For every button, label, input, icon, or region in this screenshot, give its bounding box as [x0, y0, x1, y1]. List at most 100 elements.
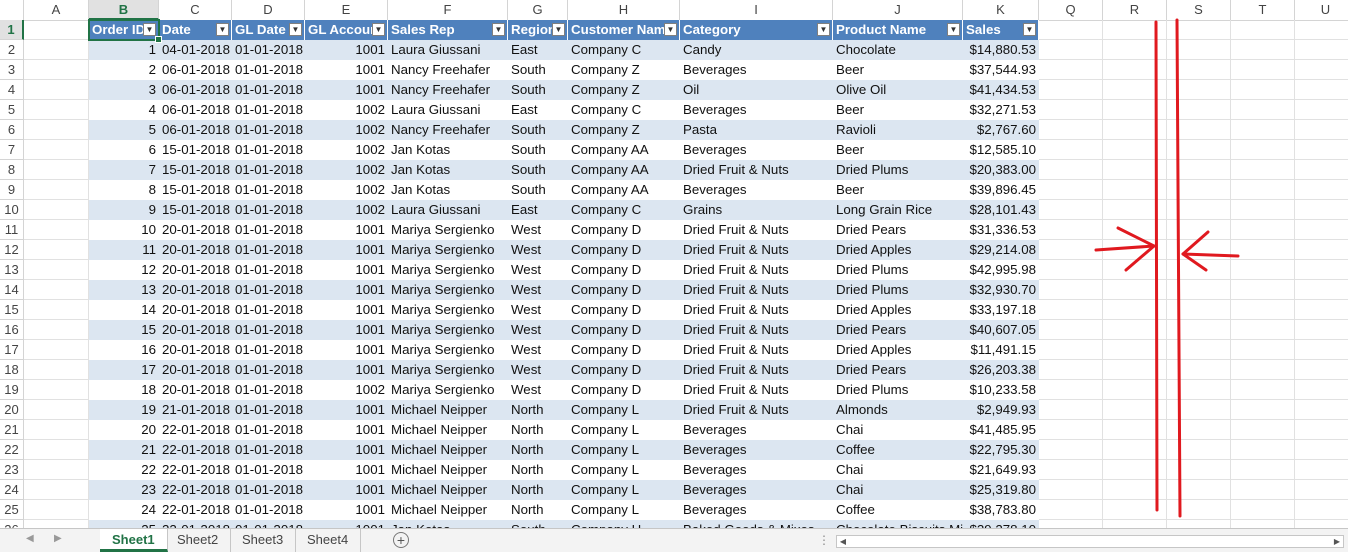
empty-cell[interactable] — [1039, 60, 1103, 80]
table-cell[interactable]: 01-01-2018 — [232, 280, 305, 300]
table-cell[interactable]: 1001 — [305, 360, 388, 380]
empty-cell[interactable] — [1039, 440, 1103, 460]
table-cell[interactable]: 20-01-2018 — [159, 260, 232, 280]
empty-cell[interactable] — [1167, 340, 1231, 360]
table-cell[interactable]: 15 — [89, 320, 159, 340]
table-cell[interactable]: Company D — [568, 380, 680, 400]
empty-cell[interactable] — [1167, 160, 1231, 180]
table-cell[interactable]: 1001 — [305, 460, 388, 480]
table-cell[interactable]: Coffee — [833, 500, 963, 520]
row-header-16[interactable]: 16 — [0, 320, 24, 340]
table-cell[interactable]: 21 — [89, 440, 159, 460]
empty-cell[interactable] — [1295, 420, 1348, 440]
empty-cell[interactable] — [1231, 340, 1295, 360]
table-cell[interactable]: Beverages — [680, 60, 833, 80]
table-cell[interactable]: Oil — [680, 80, 833, 100]
empty-cell[interactable] — [1295, 380, 1348, 400]
empty-cell[interactable] — [24, 220, 89, 240]
table-cell[interactable]: 1001 — [305, 320, 388, 340]
table-cell[interactable]: Coffee — [833, 440, 963, 460]
table-cell[interactable]: 20-01-2018 — [159, 280, 232, 300]
table-cell[interactable]: Beverages — [680, 480, 833, 500]
empty-cell[interactable] — [1295, 300, 1348, 320]
table-cell[interactable]: North — [508, 440, 568, 460]
empty-cell[interactable] — [1167, 240, 1231, 260]
empty-cell[interactable] — [1039, 260, 1103, 280]
table-cell[interactable]: Baked Goods & Mixes — [680, 520, 833, 528]
empty-cell[interactable] — [1039, 360, 1103, 380]
horizontal-scrollbar[interactable]: ◀ ▶ — [836, 535, 1344, 548]
empty-cell[interactable] — [1167, 320, 1231, 340]
table-cell[interactable]: Dried Plums — [833, 280, 963, 300]
table-cell[interactable]: Long Grain Rice — [833, 200, 963, 220]
empty-cell[interactable] — [24, 300, 89, 320]
column-header-j[interactable]: J — [833, 0, 963, 20]
table-cell[interactable]: 01-01-2018 — [232, 340, 305, 360]
sheet-tab-sheet3[interactable]: Sheet3 — [230, 529, 297, 552]
empty-cell[interactable] — [24, 500, 89, 520]
empty-cell[interactable] — [24, 480, 89, 500]
table-cell[interactable]: 01-01-2018 — [232, 240, 305, 260]
empty-cell[interactable] — [1039, 160, 1103, 180]
table-cell[interactable]: 2 — [89, 60, 159, 80]
empty-cell[interactable] — [1103, 20, 1167, 40]
table-cell[interactable]: West — [508, 220, 568, 240]
empty-cell[interactable] — [1103, 260, 1167, 280]
table-cell[interactable]: $32,930.70 — [963, 280, 1039, 300]
empty-cell[interactable] — [1103, 180, 1167, 200]
row-header-14[interactable]: 14 — [0, 280, 24, 300]
empty-cell[interactable] — [1039, 500, 1103, 520]
table-cell[interactable]: 1001 — [305, 300, 388, 320]
table-cell[interactable]: Company D — [568, 300, 680, 320]
table-cell[interactable]: 1002 — [305, 180, 388, 200]
row-header-10[interactable]: 10 — [0, 200, 24, 220]
table-cell[interactable]: Dried Apples — [833, 340, 963, 360]
empty-cell[interactable] — [1167, 20, 1231, 40]
table-cell[interactable]: $25,319.80 — [963, 480, 1039, 500]
empty-cell[interactable] — [1167, 200, 1231, 220]
empty-cell[interactable] — [1231, 300, 1295, 320]
column-header-u[interactable]: U — [1295, 0, 1348, 20]
filter-dropdown-icon[interactable]: ▼ — [372, 23, 385, 36]
table-header-cell[interactable]: Customer Name ▼ — [568, 20, 680, 40]
empty-cell[interactable] — [1295, 320, 1348, 340]
table-cell[interactable]: Michael Neipper — [388, 460, 508, 480]
table-cell[interactable]: $2,767.60 — [963, 120, 1039, 140]
table-cell[interactable]: 5 — [89, 120, 159, 140]
table-cell[interactable]: 11 — [89, 240, 159, 260]
table-cell[interactable]: South — [508, 60, 568, 80]
column-header-k[interactable]: K — [963, 0, 1039, 20]
filter-dropdown-icon[interactable]: ▼ — [143, 23, 156, 36]
empty-cell[interactable] — [1231, 440, 1295, 460]
table-cell[interactable]: 22-01-2018 — [159, 480, 232, 500]
table-cell[interactable]: West — [508, 360, 568, 380]
table-cell[interactable]: Dried Pears — [833, 320, 963, 340]
table-cell[interactable]: 8 — [89, 180, 159, 200]
filter-dropdown-icon[interactable]: ▼ — [289, 23, 302, 36]
table-cell[interactable]: 20-01-2018 — [159, 360, 232, 380]
empty-cell[interactable] — [1103, 480, 1167, 500]
table-cell[interactable]: Michael Neipper — [388, 480, 508, 500]
table-cell[interactable]: $2,949.93 — [963, 400, 1039, 420]
table-cell[interactable]: Dried Fruit & Nuts — [680, 160, 833, 180]
table-cell[interactable]: Dried Plums — [833, 160, 963, 180]
table-cell[interactable]: 01-01-2018 — [232, 220, 305, 240]
empty-cell[interactable] — [1231, 460, 1295, 480]
table-cell[interactable]: Laura Giussani — [388, 40, 508, 60]
table-cell[interactable]: 01-01-2018 — [232, 460, 305, 480]
table-cell[interactable]: North — [508, 400, 568, 420]
table-cell[interactable]: 10 — [89, 220, 159, 240]
table-cell[interactable]: West — [508, 380, 568, 400]
empty-cell[interactable] — [1295, 360, 1348, 380]
table-cell[interactable]: Mariya Sergienko — [388, 280, 508, 300]
empty-cell[interactable] — [1295, 460, 1348, 480]
empty-cell[interactable] — [1295, 60, 1348, 80]
empty-cell[interactable] — [1167, 120, 1231, 140]
table-cell[interactable]: 01-01-2018 — [232, 40, 305, 60]
row-header-9[interactable]: 9 — [0, 180, 24, 200]
table-cell[interactable]: 06-01-2018 — [159, 120, 232, 140]
table-cell[interactable]: 22-01-2018 — [159, 420, 232, 440]
empty-cell[interactable] — [1295, 260, 1348, 280]
table-cell[interactable]: Company L — [568, 400, 680, 420]
table-cell[interactable]: Michael Neipper — [388, 420, 508, 440]
